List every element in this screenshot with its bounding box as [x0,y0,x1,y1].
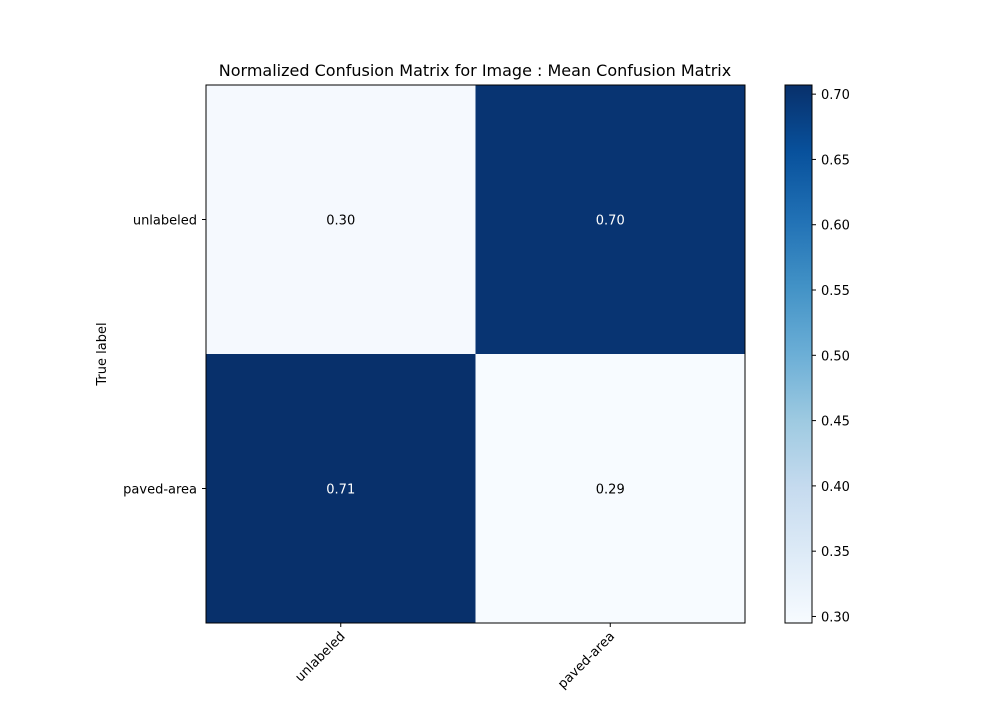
colorbar-tick-label: 0.35 [821,545,850,560]
colorbar-tick-label: 0.30 [821,610,850,625]
chart-title: Normalized Confusion Matrix for Image : … [219,61,731,80]
y-axis-ticks: unlabeled paved-area [123,214,206,498]
x-axis-ticks: unlabeled paved-area [293,623,618,692]
colorbar-tick-label: 0.70 [821,88,850,103]
colorbar-tick-label: 0.50 [821,349,850,364]
x-tick-label: paved-area [555,629,618,692]
matrix-cells [206,85,745,623]
colorbar-tick-label: 0.40 [821,480,850,495]
matrix-frame [205,84,746,624]
y-tick-label: paved-area [123,483,197,498]
y-axis-label: True label [95,322,110,386]
cell-value-label-0-0: 0.30 [326,214,355,229]
matrix-cell-labels: 0.30 0.70 0.71 0.29 [326,214,624,498]
colorbar [784,84,813,624]
colorbar-tick-label: 0.65 [821,153,850,168]
colorbar-tick-label: 0.55 [821,284,850,299]
cell-value-label-1-0: 0.71 [326,483,355,498]
matrix-cell-0-0 [206,85,476,354]
cell-value-label-1-1: 0.29 [596,483,625,498]
matrix-cell-1-0 [206,354,476,623]
y-tick-label: unlabeled [133,214,197,229]
colorbar-tick-label: 0.45 [821,415,850,430]
x-tick-label: unlabeled [293,629,349,685]
colorbar-ticks: 0.30 0.35 0.40 0.45 0.50 0.55 0.60 0.65 0.70 [812,88,850,625]
cell-value-label-0-1: 0.70 [596,214,625,229]
matrix-cell-1-1 [475,354,745,623]
matrix-cell-0-1 [475,85,745,354]
colorbar-tick-label: 0.60 [821,219,850,234]
